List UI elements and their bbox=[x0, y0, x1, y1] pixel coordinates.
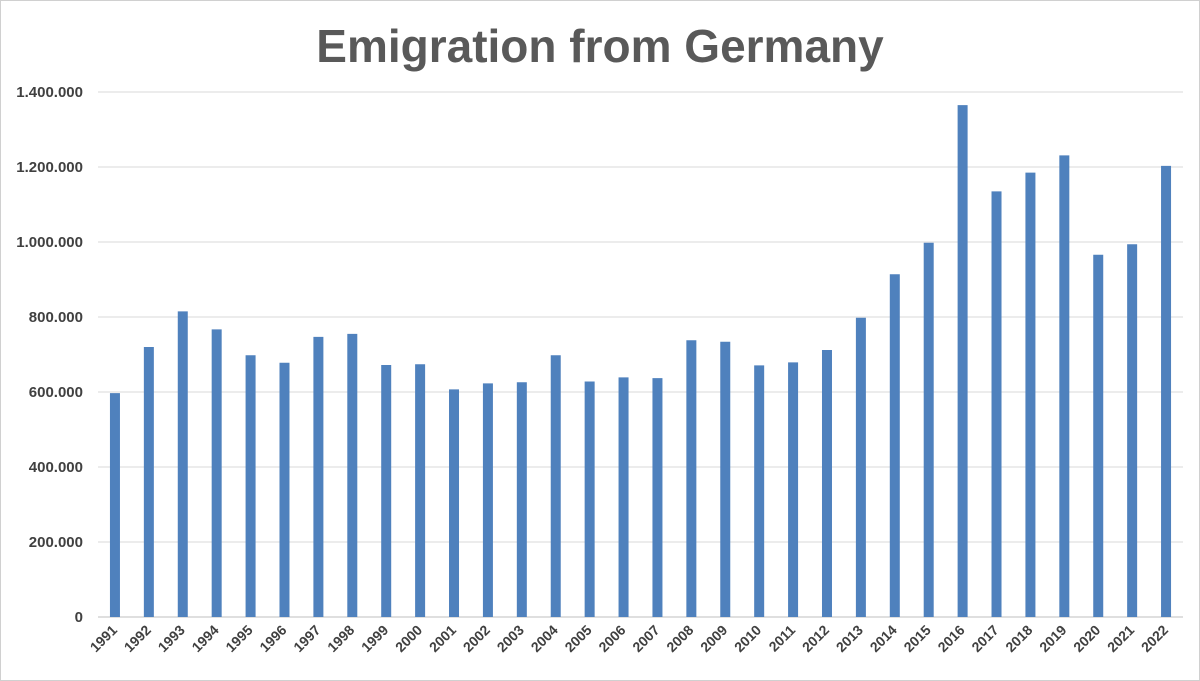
bar-2015 bbox=[923, 242, 934, 617]
x-tick-label: 2009 bbox=[697, 622, 730, 655]
x-tick-label: 1999 bbox=[358, 622, 391, 655]
y-tick-label: 1.400.000 bbox=[16, 84, 83, 101]
bar-2017 bbox=[991, 191, 1002, 617]
x-tick-label: 2010 bbox=[731, 622, 764, 655]
y-tick-label: 800.000 bbox=[29, 309, 83, 326]
y-tick-label: 600.000 bbox=[29, 384, 83, 401]
bar-2021 bbox=[1127, 244, 1138, 617]
y-tick-label: 400.000 bbox=[29, 459, 83, 476]
x-tick-label: 2017 bbox=[968, 622, 1001, 655]
y-tick-label: 0 bbox=[75, 609, 83, 626]
gridlines bbox=[98, 91, 1183, 618]
x-tick-label: 1991 bbox=[87, 622, 120, 655]
x-tick-label: 2011 bbox=[765, 622, 798, 655]
x-tick-label: 2015 bbox=[900, 622, 933, 655]
y-tick-label: 1.200.000 bbox=[16, 159, 83, 176]
bar-2004 bbox=[550, 355, 561, 617]
bar-2005 bbox=[584, 381, 595, 617]
bar-2006 bbox=[618, 377, 629, 617]
x-tick-label: 2021 bbox=[1104, 622, 1137, 655]
bar-1997 bbox=[313, 336, 324, 617]
x-tick-label: 2013 bbox=[833, 622, 866, 655]
x-axis-ticks: 1991 1992 1993 1994 1995 1996 1997 1998 1999 2000… bbox=[87, 622, 1172, 655]
x-tick-label: 2000 bbox=[392, 622, 425, 655]
bar-1994 bbox=[211, 329, 222, 617]
x-tick-label: 2007 bbox=[629, 622, 662, 655]
bar-2019 bbox=[1059, 155, 1070, 617]
bars bbox=[109, 105, 1172, 617]
x-tick-label: 2004 bbox=[528, 622, 561, 655]
bar-2012 bbox=[821, 350, 832, 617]
x-tick-label: 1992 bbox=[121, 622, 154, 655]
x-tick-label: 2022 bbox=[1138, 622, 1171, 655]
x-tick-label: 1996 bbox=[256, 622, 289, 655]
x-tick-label: 1993 bbox=[155, 622, 188, 655]
bar-1993 bbox=[177, 311, 188, 617]
bar-2018 bbox=[1025, 172, 1036, 617]
x-tick-label: 2006 bbox=[595, 622, 628, 655]
bar-2010 bbox=[754, 365, 765, 617]
x-tick-label: 2008 bbox=[663, 622, 696, 655]
x-tick-label: 2002 bbox=[460, 622, 493, 655]
y-tick-label: 200.000 bbox=[29, 534, 83, 551]
bar-2022 bbox=[1161, 165, 1172, 617]
bar-1999 bbox=[381, 365, 392, 617]
x-tick-label: 2019 bbox=[1036, 622, 1069, 655]
bar-2002 bbox=[482, 383, 493, 617]
bar-1998 bbox=[347, 333, 358, 617]
bar-2007 bbox=[652, 378, 663, 617]
x-tick-label: 2003 bbox=[494, 622, 527, 655]
bar-2000 bbox=[415, 364, 426, 617]
x-tick-label: 1994 bbox=[188, 622, 221, 655]
x-tick-label: 2016 bbox=[934, 622, 967, 655]
bar-2016 bbox=[957, 105, 968, 617]
x-tick-label: 1997 bbox=[290, 622, 323, 655]
x-tick-label: 2012 bbox=[799, 622, 832, 655]
x-tick-label: 2005 bbox=[561, 622, 594, 655]
x-tick-label: 2014 bbox=[867, 622, 900, 655]
bar-2009 bbox=[720, 341, 731, 617]
bar-2013 bbox=[855, 317, 866, 617]
bar-2001 bbox=[449, 389, 460, 617]
bar-2020 bbox=[1093, 254, 1104, 617]
bar-2008 bbox=[686, 340, 697, 617]
bar-2011 bbox=[788, 362, 799, 617]
bar-1996 bbox=[279, 362, 290, 617]
y-axis-ticks: 0 200.000 400.000 600.000 800.000 1.000.000 1.… bbox=[16, 84, 83, 626]
bar-1991 bbox=[109, 393, 120, 617]
bar-1995 bbox=[245, 355, 256, 617]
x-tick-label: 1998 bbox=[324, 622, 357, 655]
bar-1992 bbox=[143, 347, 154, 617]
bar-2003 bbox=[516, 382, 527, 617]
x-tick-label: 1995 bbox=[222, 622, 255, 655]
chart-title: Emigration from Germany bbox=[316, 20, 884, 72]
x-tick-label: 2001 bbox=[426, 622, 459, 655]
y-tick-label: 1.000.000 bbox=[16, 234, 83, 251]
bar-2014 bbox=[889, 274, 900, 617]
x-tick-label: 2018 bbox=[1002, 622, 1035, 655]
x-tick-label: 2020 bbox=[1070, 622, 1103, 655]
